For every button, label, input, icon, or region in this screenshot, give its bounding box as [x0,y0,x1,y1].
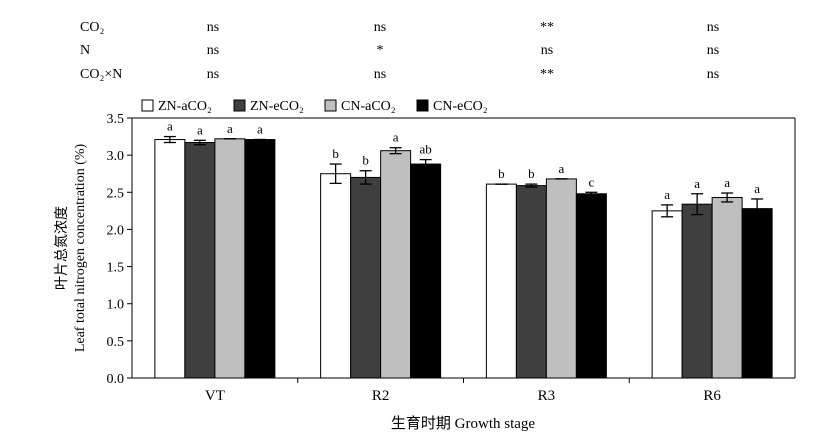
y-tick-label: 2.0 [107,223,125,238]
bar [154,139,186,379]
sig-cell: ns [541,43,553,58]
legend-label: CN-aCO₂ [341,99,396,114]
sig-row-label: CO₂ [80,20,104,35]
significance-letter: b [332,146,339,161]
bar [711,196,743,379]
bar [681,203,713,379]
y-tick-label: 0.0 [107,372,125,387]
y-ticks: 0.0 0.5 1.0 1.5 2.0 2.5 3.0 3.5 [107,112,132,387]
significance-letter: a [197,122,203,137]
bar [651,210,683,379]
sig-cell: ns [374,67,386,82]
y-axis-label-en: Leaf total nitrogen concentration (%) [73,143,88,352]
legend-label: ZN-eCO₂ [250,99,304,114]
significance-letter: a [393,130,399,145]
y-tick-label: 1.0 [107,298,125,313]
bar [184,142,216,379]
sig-cell: ** [540,67,554,82]
bar [545,178,577,379]
significance-letter: c [588,174,594,189]
legend-swatch [324,99,337,112]
legend-swatch [141,99,154,112]
sig-cell: ns [707,43,719,58]
significance-letter: a [257,122,263,137]
sig-cell: ns [707,67,719,82]
sig-cell: ** [540,20,554,35]
bar [380,150,412,379]
y-tick-label: 3.5 [107,112,125,127]
sig-cell: * [377,43,384,58]
significance-letter: a [227,121,233,136]
significance-letter: a [167,119,173,134]
sig-row-label: CO₂×N [80,67,122,82]
bar [515,185,547,379]
significance-letter: b [528,166,535,181]
bar [575,193,607,379]
x-axis-label: 生育时期 Growth stage [391,415,535,432]
legend-swatch [416,99,429,112]
x-tick-label: R6 [703,388,721,404]
bar [320,173,352,379]
significance-letter: ab [419,142,431,157]
sig-row-label: N [80,43,90,58]
bar [485,183,517,379]
sig-cell: ns [374,20,386,35]
bar [741,208,773,379]
legend-swatch [233,99,246,112]
significance-letter: a [754,181,760,196]
bar [244,139,276,379]
y-tick-label: 0.5 [107,335,125,350]
sig-cell: ns [707,20,719,35]
y-tick-label: 1.5 [107,261,125,276]
x-tick-label: R2 [372,388,390,404]
bar [214,138,246,379]
significance-letter: a [558,161,564,176]
y-tick-label: 3.0 [107,149,125,164]
sig-cell: ns [207,67,219,82]
significance-table: CO₂ ns ns ** ns N ns * ns ns CO₂×N ns ns ** ns [80,20,719,82]
x-tick-label: R3 [538,388,556,404]
legend-label: ZN-aCO₂ [158,99,212,114]
significance-letter: a [694,176,700,191]
significance-letter: b [498,166,505,181]
bar [350,176,382,379]
sig-cell: ns [207,20,219,35]
sig-cell: ns [207,43,219,58]
x-tick-label: VT [205,388,225,404]
legend: ZN-aCO₂ ZN-eCO₂ CN-aCO₂ CN-eCO₂ [141,99,488,114]
bar [410,163,442,379]
y-tick-label: 2.5 [107,186,125,201]
legend-label: CN-eCO₂ [433,99,488,114]
significance-letter: a [724,175,730,190]
significance-letter: a [664,187,670,202]
x-ticks: VT R2 R3 R6 [205,378,721,404]
y-axis-label-cn: 叶片总氮浓度 [54,206,70,290]
significance-letter: b [362,153,369,168]
